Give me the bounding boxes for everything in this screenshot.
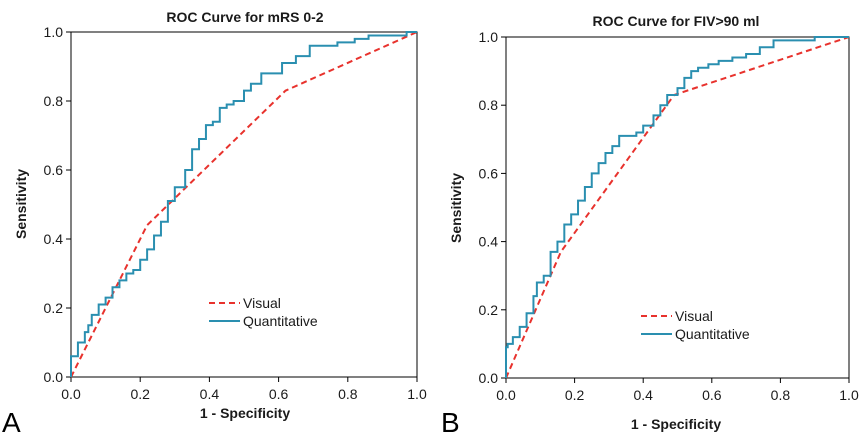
panel-b-title: ROC Curve for FIV>90 ml [593,13,760,29]
panel-a-x-tick-label: 0.8 [338,386,358,402]
panel-b-legend-visual: Visual [675,308,713,324]
panel-b-series [505,36,850,379]
panel-a: ROC Curve for mRS 0-2 0.0 0.2 0.4 0.6 0.8 1.0… [2,9,427,435]
panel-a-x-tick-label: 0.6 [269,386,289,402]
panel-a-series-quantitative [70,31,417,377]
panel-b-x-tick-label: 0.6 [702,387,722,403]
panel-a-legend-quantitative: Quantitative [243,313,318,329]
panel-a-legend-visual: Visual [243,295,281,311]
panel-b-ticks: 0.0 0.2 0.4 0.6 0.8 1.0 0.0 0.2 0.4 0.6 0.8 1.0 [479,29,859,403]
panel-b-y-tick-label: 0.8 [479,97,499,113]
panel-b-x-tick-label: 0.2 [565,387,585,403]
panel-a-x-tick-label: 0.4 [200,386,220,402]
panel-a-letter: A [2,407,21,435]
panel-b-x-tick-label: 1.0 [839,387,859,403]
panel-a-y-tick-label: 1.0 [44,24,64,40]
panel-a-legend: Visual Quantitative [209,295,318,329]
panel-b-plot-frame [505,36,850,379]
panel-a-x-tick-label: 0.2 [130,386,150,402]
panel-a-ticks: 0.0 0.2 0.4 0.6 0.8 1.0 0.0 0.2 0.4 0.6 0.8 1.0 [44,24,427,402]
panel-b-legend: Visual Quantitative [641,308,750,342]
panel-b-x-tick-label: 0.8 [771,387,791,403]
panel-b-y-tick-label: 0.4 [479,234,499,250]
panel-b-y-tick-label: 0.6 [479,165,499,181]
panel-b-y-tick-label: 1.0 [479,29,499,45]
panel-a-y-axis-label: Sensitivity [13,169,29,239]
panel-a-title: ROC Curve for mRS 0-2 [166,9,323,25]
panel-b-y-tick-label: 0.0 [479,370,499,386]
panel-b-x-axis-label: 1 - Specificity [631,416,721,432]
panel-a-plot-frame [70,31,418,378]
panel-a-x-axis-label: 1 - Specificity [200,405,290,421]
panel-a-y-tick-label: 0.0 [44,369,64,385]
panel-a-series [70,31,418,378]
panel-b-x-tick-label: 0.4 [633,387,653,403]
panel-a-y-tick-label: 0.8 [44,93,64,109]
panel-b-series-quantitative [505,36,849,378]
panel-b-series-visual [505,36,850,379]
panel-a-y-tick-label: 0.2 [44,300,64,316]
panel-b-x-tick-label: 0.0 [496,387,516,403]
panel-b-legend-quantitative: Quantitative [675,326,750,342]
panel-b-y-axis-label: Sensitivity [448,173,464,243]
panel-a-y-tick-label: 0.4 [44,231,64,247]
panel-a-y-tick-label: 0.6 [44,162,64,178]
panel-a-x-tick-label: 0.0 [61,386,81,402]
panel-b-y-tick-label: 0.2 [479,302,499,318]
panel-b: ROC Curve for FIV>90 ml 0.0 0.2 0.4 0.6 0.8 1… [441,13,859,435]
panel-b-letter: B [441,407,460,435]
panel-a-x-tick-label: 1.0 [407,386,427,402]
panel-a-series-visual [70,31,418,378]
